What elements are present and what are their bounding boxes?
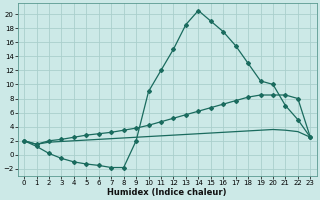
X-axis label: Humidex (Indice chaleur): Humidex (Indice chaleur): [108, 188, 227, 197]
